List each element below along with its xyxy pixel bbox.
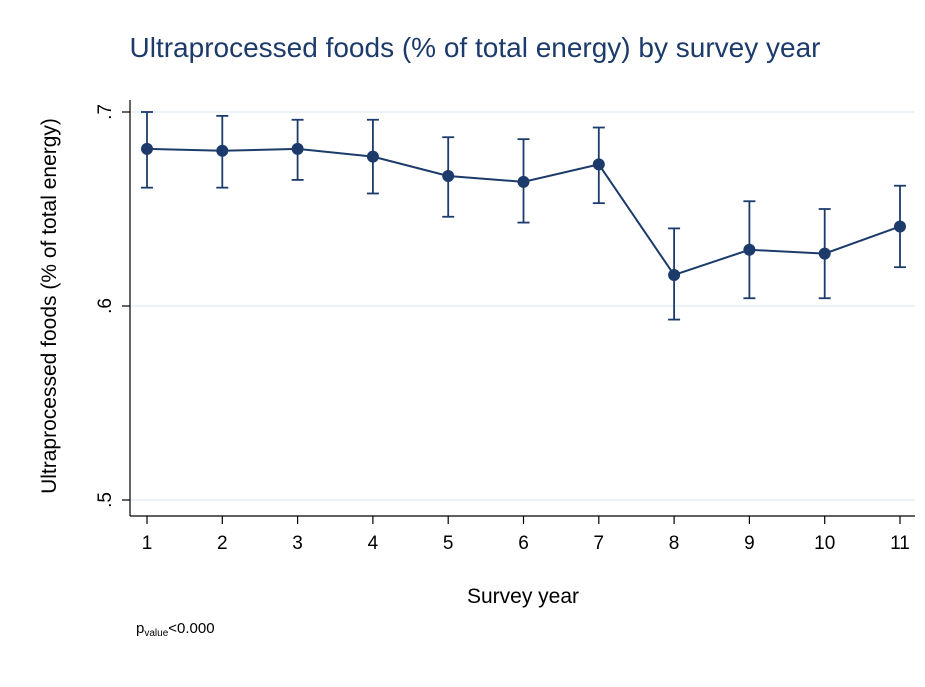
p-value-note: pvalue<0.000 [136,620,215,639]
error-bars [141,111,906,321]
x-tick-label: 5 [443,533,454,554]
data-point [141,142,153,155]
x-tick-label: 1 [142,533,153,554]
data-point [216,144,229,157]
data-point [366,150,379,163]
y-tick-label: .6 [95,298,116,314]
data-point [592,158,605,171]
x-tick-label: 10 [814,533,835,554]
p-value-main: p [136,620,144,637]
x-tick-label: 8 [669,533,680,554]
x-tick-label: 7 [594,533,605,554]
x-tick-label: 6 [518,533,529,554]
x-tick-label: 4 [368,533,379,554]
data-point [894,220,906,233]
data-point [743,243,756,256]
data-point [291,142,304,155]
y-tick-label: .7 [95,104,116,120]
data-point [668,268,681,281]
grid-lines [131,111,915,501]
x-ticks: 1 2 3 4 5 6 7 8 9 10 11 [142,516,910,554]
data-point [818,247,831,260]
p-value-subscript: value [144,628,168,639]
x-tick-label: 2 [217,533,228,554]
chart-title: Ultraprocessed foods (% of total energy)… [130,32,821,63]
axes [129,100,915,517]
data-point [442,170,455,183]
x-tick-label: 11 [890,533,910,554]
x-tick-label: 3 [292,533,303,554]
data-points [141,142,906,281]
y-ticks: .5 .6 .7 [95,104,130,508]
y-tick-label: .5 [95,492,116,508]
x-tick-label: 9 [744,533,755,554]
p-value-rest: <0.000 [168,620,214,637]
data-point [517,175,530,188]
y-axis-label: Ultraprocessed foods (% of total energy) [38,118,61,494]
x-axis-label: Survey year [467,585,579,608]
